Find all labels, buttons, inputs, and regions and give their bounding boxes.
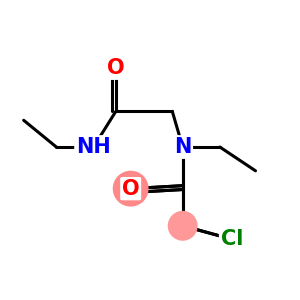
Text: O: O (122, 178, 140, 199)
Circle shape (168, 212, 197, 240)
Text: O: O (107, 58, 124, 78)
Text: N: N (174, 137, 191, 157)
Text: NH: NH (76, 137, 111, 157)
Text: N: N (174, 137, 191, 157)
Text: NH: NH (76, 137, 111, 157)
Circle shape (113, 171, 148, 206)
Text: Cl: Cl (220, 229, 243, 249)
